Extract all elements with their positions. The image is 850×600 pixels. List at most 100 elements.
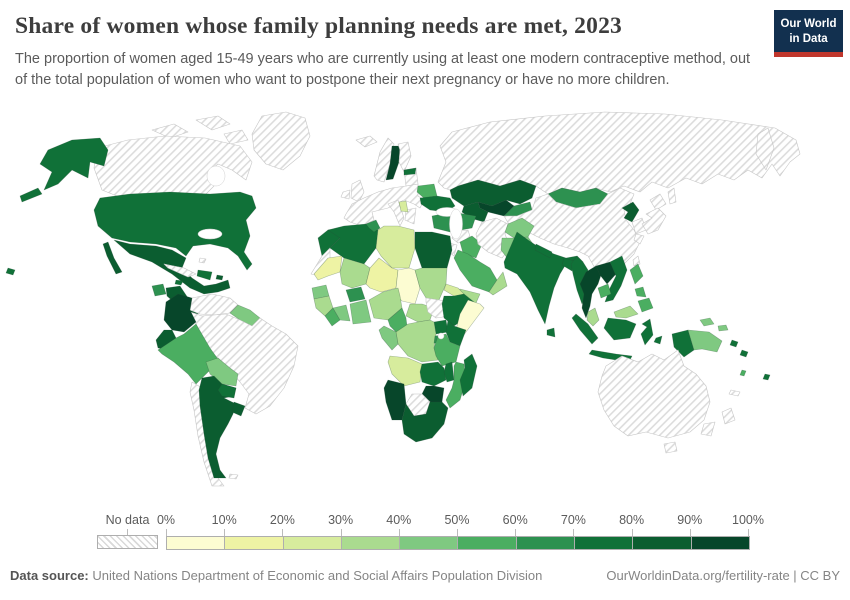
- country-paraguay[interactable]: [217, 383, 237, 399]
- country-algeria[interactable]: [327, 223, 379, 265]
- country-japan-hokkaido[interactable]: [649, 193, 667, 211]
- legend-bin[interactable]: [340, 537, 400, 549]
- country-bangladesh[interactable]: [561, 257, 575, 272]
- country-sudan[interactable]: [414, 267, 448, 301]
- country-estonia[interactable]: [403, 167, 417, 176]
- country-usa-hawaii[interactable]: [5, 267, 16, 276]
- country-oman[interactable]: [488, 271, 508, 296]
- country-malawi[interactable]: [443, 361, 455, 383]
- country-nepal[interactable]: [534, 243, 553, 259]
- legend-bin[interactable]: [224, 537, 283, 549]
- country-colombia[interactable]: [163, 293, 197, 333]
- legend-bin[interactable]: [515, 537, 575, 549]
- country-angola[interactable]: [387, 355, 423, 387]
- country-bolivia[interactable]: [205, 357, 239, 387]
- legend-bin[interactable]: [167, 537, 225, 549]
- legend-bin[interactable]: [574, 537, 633, 549]
- country-malaysia-borneo[interactable]: [613, 305, 639, 319]
- country-canada-arctic-3[interactable]: [223, 129, 249, 145]
- country-png-bismarck-2[interactable]: [717, 324, 729, 332]
- country-papua-new-guinea[interactable]: [687, 329, 723, 353]
- country-puerto-rico[interactable]: [215, 274, 224, 281]
- country-mexico-baja[interactable]: [102, 241, 123, 275]
- country-egypt[interactable]: [414, 231, 453, 269]
- country-philippines-luzon[interactable]: [629, 263, 644, 285]
- country-indonesia-borneo[interactable]: [603, 317, 637, 341]
- country-usa-aleutians[interactable]: [19, 187, 43, 203]
- country-new-zealand-north[interactable]: [721, 407, 736, 425]
- country-guatemala[interactable]: [151, 283, 167, 297]
- country-japan-kyushu[interactable]: [633, 233, 645, 245]
- country-sri-lanka[interactable]: [546, 327, 556, 338]
- country-finland[interactable]: [397, 141, 412, 173]
- country-united-kingdom[interactable]: [350, 179, 365, 203]
- country-russia-sakhalin[interactable]: [667, 187, 677, 205]
- country-hispaniola[interactable]: [196, 269, 213, 281]
- country-japan-honshu[interactable]: [641, 207, 667, 235]
- country-russia[interactable]: [437, 111, 801, 195]
- country-indonesia-maluku[interactable]: [653, 335, 663, 345]
- country-australia[interactable]: [597, 349, 711, 439]
- country-cuba[interactable]: [163, 263, 197, 278]
- country-solomon-islands-1[interactable]: [729, 339, 739, 348]
- country-namibia[interactable]: [383, 379, 407, 421]
- owid-logo[interactable]: Our World in Data: [774, 10, 843, 57]
- country-zambia[interactable]: [419, 361, 447, 387]
- country-new-caledonia[interactable]: [728, 389, 741, 397]
- country-tunisia[interactable]: [365, 219, 381, 233]
- country-indonesia-sulawesi[interactable]: [640, 318, 654, 346]
- country-taiwan[interactable]: [632, 255, 641, 267]
- country-burkina-faso[interactable]: [345, 286, 366, 303]
- country-philippines-mindanao[interactable]: [637, 297, 654, 313]
- country-greece[interactable]: [404, 207, 417, 225]
- country-australia-tasmania[interactable]: [663, 441, 678, 454]
- country-uruguay[interactable]: [231, 401, 246, 417]
- country-canada-arctic-2[interactable]: [195, 115, 231, 131]
- country-russia-kamchatka[interactable]: [755, 127, 775, 171]
- country-south-africa[interactable]: [401, 401, 449, 443]
- country-mali[interactable]: [339, 257, 371, 289]
- country-belarus[interactable]: [416, 183, 438, 199]
- legend-bin[interactable]: [632, 537, 691, 549]
- country-libya[interactable]: [375, 225, 416, 269]
- country-iceland[interactable]: [355, 135, 378, 148]
- country-laos[interactable]: [595, 261, 617, 285]
- country-cote-divoire[interactable]: [332, 304, 351, 322]
- country-falkland-islands[interactable]: [228, 473, 239, 480]
- country-png-bismarck-1[interactable]: [699, 317, 715, 327]
- country-greenland[interactable]: [251, 111, 311, 171]
- country-bahamas[interactable]: [198, 257, 207, 264]
- country-ireland[interactable]: [340, 189, 351, 200]
- country-usa-alaska[interactable]: [39, 137, 109, 191]
- country-nigeria[interactable]: [368, 287, 403, 321]
- country-indonesia-sumatra[interactable]: [571, 313, 599, 345]
- legend-no-data[interactable]: No data: [97, 513, 158, 549]
- country-vietnam[interactable]: [604, 255, 628, 303]
- country-canada-arctic-1[interactable]: [151, 123, 189, 139]
- legend-bin[interactable]: [399, 537, 458, 549]
- footer-link[interactable]: OurWorldinData.org/fertility-rate | CC B…: [606, 568, 840, 583]
- country-china[interactable]: [503, 187, 641, 277]
- country-vanuatu[interactable]: [739, 369, 747, 377]
- country-iraq[interactable]: [459, 235, 483, 259]
- country-turkmenistan[interactable]: [461, 201, 489, 223]
- country-jamaica[interactable]: [174, 279, 184, 286]
- country-mozambique[interactable]: [445, 361, 467, 409]
- legend-bin[interactable]: [690, 537, 749, 549]
- country-usa[interactable]: [93, 191, 257, 271]
- world-map[interactable]: [0, 106, 850, 510]
- choropleth-svg[interactable]: [0, 106, 850, 510]
- legend-bin[interactable]: [457, 537, 516, 549]
- country-ghana-togo-benin[interactable]: [349, 299, 372, 325]
- legend-bin[interactable]: [282, 537, 341, 549]
- country-solomon-islands-2[interactable]: [739, 349, 749, 358]
- country-new-zealand-south[interactable]: [700, 421, 716, 437]
- country-madagascar[interactable]: [459, 353, 478, 397]
- country-malaysia-peninsula[interactable]: [586, 307, 600, 327]
- country-philippines-visayas[interactable]: [634, 286, 647, 298]
- legend-no-data-swatch[interactable]: [97, 535, 158, 549]
- country-albania[interactable]: [398, 200, 409, 213]
- country-cambodia[interactable]: [597, 283, 612, 299]
- country-gabon-congo[interactable]: [378, 325, 399, 351]
- country-fiji[interactable]: [762, 373, 771, 381]
